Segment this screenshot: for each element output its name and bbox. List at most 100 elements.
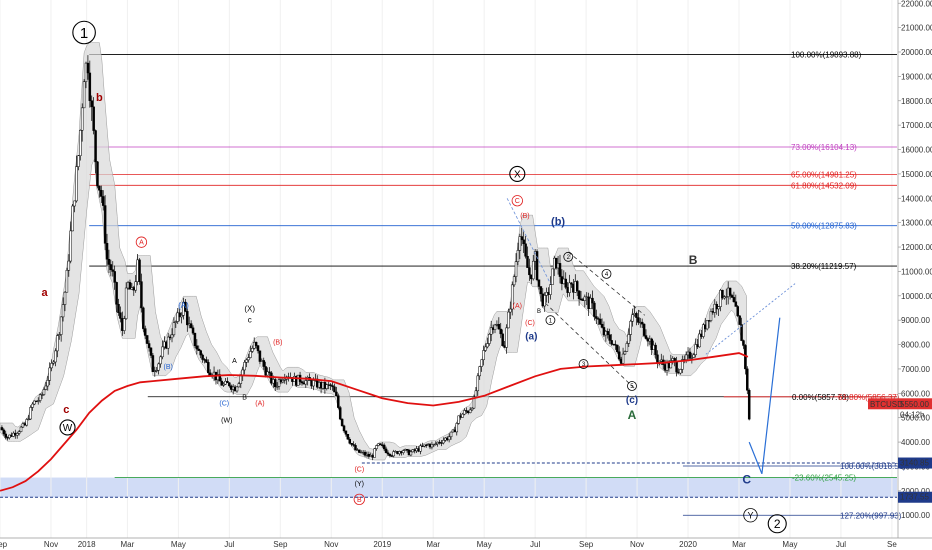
candle-body [19,426,23,432]
candle-body [52,361,55,364]
candle-body [593,302,596,317]
candle-body [69,230,72,262]
time-tick-label: Nov [44,540,58,549]
candle-body [520,236,524,241]
candle-body [63,291,67,305]
candle-body [551,268,554,285]
candle-body [71,205,74,232]
candle-body [111,269,115,272]
candle-body [497,324,501,330]
last-price-countdown: 04:12h [900,410,924,419]
time-axis[interactable]: Sep Nov 2018 Mar May Jul Sep Nov 2019 Mar May Jul Se… [0,537,932,549]
candle-body [702,324,705,337]
candle-body [688,351,692,359]
candle-body [96,161,99,187]
candle-body [103,205,107,244]
price-tag [898,457,932,469]
candle-body [424,444,428,446]
wave-circle [767,514,787,534]
candle-body [375,445,378,449]
wave-label: (B) [520,213,529,220]
candle-body [579,298,583,300]
price-axis[interactable]: 1000.002000.003000.004000.005000.006000.… [897,0,932,538]
candle-body [738,315,741,325]
candle-body [77,155,80,167]
candle-body [348,438,352,444]
candle-body [79,130,82,157]
time-tick-label: Nov [324,540,338,549]
candle-body [642,323,646,336]
candle-body [725,296,728,298]
candle-body [333,386,336,393]
wave-label: (a) [525,332,537,343]
candle-body [312,380,315,387]
trend-lines [0,198,897,498]
candle-body [220,380,223,386]
decline-line [506,198,551,284]
candle-body [189,323,193,329]
candle-body [29,407,32,420]
wave-circle [743,508,758,523]
candle-body [2,429,6,435]
candle-body [669,360,673,369]
time-tick-label: Sep [0,540,8,549]
wave-label: Y [747,510,753,520]
candle-body [535,251,539,281]
candle-body [509,308,512,313]
candle-body [124,287,128,319]
candle-body [36,400,40,402]
candle-body [54,350,57,363]
candle-body [31,403,34,408]
time-tick-label: Sep [273,540,288,549]
fib-label: 100.00%(19893.88) [791,51,862,60]
wave-label: 1 [549,318,553,324]
time-tick-label: Jul [530,540,540,549]
fib-label: 73.00%(16104.13) [791,143,857,152]
candle-body [684,354,688,360]
candle-body [329,384,332,386]
candle-body [694,344,697,356]
candle-body [222,383,225,386]
candle-body [94,130,97,163]
candle-body [218,374,222,382]
wave-circle [509,165,526,182]
candle-body [598,318,602,325]
candle-body [335,391,338,397]
candle-body [40,394,44,396]
candle-body [346,434,350,440]
time-tick-label: May [477,540,492,549]
wave-labels: 1bacWA(A)(B)(C)(X)cAB(W)(B)(A)(C)(Y)BXC(… [42,20,787,534]
candle-body [172,322,176,336]
price-tick-label: 1000.00 [901,511,930,520]
wave-label: 5 [630,384,634,390]
candle-body [705,320,709,330]
candle-body [59,316,63,335]
candle-body [277,379,281,387]
candle-body [591,297,594,304]
candle-body [147,343,151,349]
wave-label: (Y) [355,481,364,488]
candle-body [570,282,573,285]
candle-body [122,318,126,331]
candle-body [379,443,382,446]
symbol-label: BTCUSD [870,400,903,409]
candle-body [526,255,529,268]
candle-body [157,363,160,371]
candle-body [228,382,231,387]
price-tick-label: 9000.00 [901,316,930,325]
time-tick-label: Mar [732,540,746,549]
candle-body [134,281,137,291]
candle-body [606,331,610,335]
candle-body [524,243,527,257]
candle-body [256,345,260,352]
candle-body [170,334,174,339]
candle-body [151,355,155,373]
candle-body [616,344,619,353]
candle-body [25,419,29,426]
candle-body [44,385,48,390]
candle-body [266,371,269,376]
price-tick-label: 6000.00 [901,389,930,398]
candle-body [325,384,329,389]
